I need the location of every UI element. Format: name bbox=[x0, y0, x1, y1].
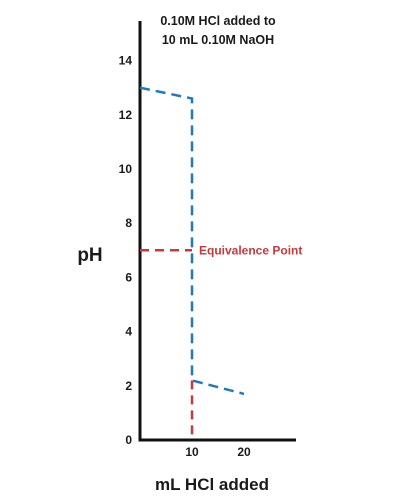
x-tick-label: 10 bbox=[185, 445, 199, 459]
y-tick-label: 8 bbox=[125, 216, 132, 230]
x-tick-label: 20 bbox=[237, 445, 251, 459]
y-tick-label: 2 bbox=[125, 379, 132, 393]
y-tick-label: 0 bbox=[125, 433, 132, 447]
titration-curve-line bbox=[139, 86, 245, 396]
y-tick-label: 12 bbox=[119, 108, 133, 122]
y-tick-label: 6 bbox=[125, 270, 132, 284]
y-tick-label: 14 bbox=[119, 54, 133, 68]
x-axis-title: mL HCl added bbox=[155, 475, 269, 494]
chart-title-line-2: 10 mL 0.10M NaOH bbox=[162, 33, 274, 47]
y-axis-title: pH bbox=[77, 245, 102, 266]
y-tick-label: 4 bbox=[125, 325, 132, 339]
chart-title-line-1: 0.10M HCl added to bbox=[160, 14, 276, 28]
y-tick-label: 10 bbox=[119, 162, 133, 176]
chart-title: 0.10M HCl added to 10 mL 0.10M NaOH bbox=[160, 14, 276, 47]
plot-area: 0 2 4 6 8 10 12 14 10 20 Equivalence Point bbox=[119, 21, 302, 459]
equivalence-point-label: Equivalence Point bbox=[199, 243, 302, 257]
